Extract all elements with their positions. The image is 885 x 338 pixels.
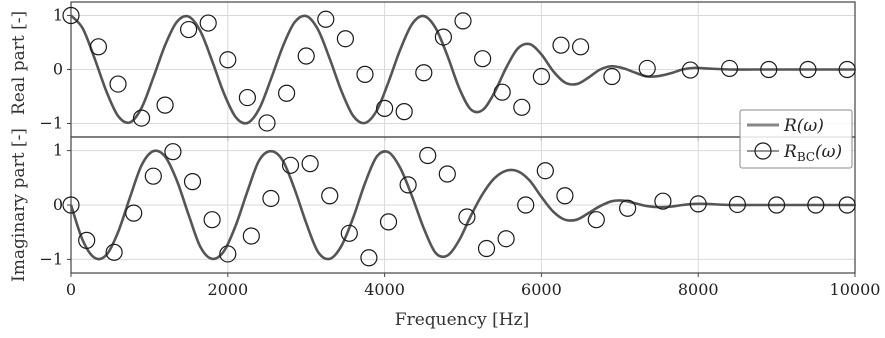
real-ytick-label-0: 1 xyxy=(53,6,63,25)
imag-marker-point xyxy=(219,245,237,263)
imag-marker-point xyxy=(242,227,260,245)
imag-marker-point xyxy=(477,239,496,258)
imag-marker-point xyxy=(262,189,280,208)
real-ytick-label-1: 0 xyxy=(53,60,63,79)
imag-marker-point xyxy=(458,208,476,226)
real-marker-point xyxy=(89,38,108,56)
imag-marker-point xyxy=(321,187,339,205)
real-marker-point xyxy=(571,38,590,56)
real-marker-point xyxy=(238,88,256,107)
real-marker-point xyxy=(513,98,531,116)
imag-marker-point xyxy=(419,146,437,165)
legend-label-r: R(ω) xyxy=(783,116,824,136)
imag-series-line xyxy=(69,149,855,261)
xtick-label-4: 8000 xyxy=(678,280,719,299)
real-marker-point xyxy=(258,114,276,132)
imag-marker-point xyxy=(105,243,123,261)
imag-marker-point xyxy=(340,224,358,242)
real-marker-point xyxy=(180,20,198,39)
imag-marker-point xyxy=(438,165,456,183)
imaginary-part-panel: 10−10 2000 4000 6000 8000 10000 xyxy=(39,136,881,299)
imag-marker-point xyxy=(536,162,554,180)
real-marker-point xyxy=(317,10,335,28)
real-ytick-label-2: −1 xyxy=(39,114,63,133)
imag-marker-point xyxy=(517,196,535,214)
imag-marker-point xyxy=(556,187,574,205)
frequency-xlabel: Frequency [Hz] xyxy=(395,310,529,330)
legend-label-rbc: RBC(ω) xyxy=(783,142,842,164)
real-marker-point xyxy=(799,60,817,79)
imag-marker-point xyxy=(619,199,637,217)
real-part-panel: 1 0 −1 xyxy=(39,1,856,141)
imag-marker-point xyxy=(301,155,319,173)
legend-marker-swatch xyxy=(754,142,772,160)
real-marker-point xyxy=(603,67,621,86)
real-series-line xyxy=(70,14,855,125)
imag-marker-point xyxy=(689,195,707,213)
real-marker-point xyxy=(638,59,656,78)
imag-marker-point xyxy=(203,211,221,229)
real-marker-point xyxy=(552,36,570,54)
real-marker-point xyxy=(156,96,174,114)
imag-marker-point xyxy=(360,249,378,267)
imag-marker-point xyxy=(767,196,786,214)
real-marker-point xyxy=(720,59,739,78)
imag-marker-point xyxy=(399,176,417,194)
legend-rbc-sub: BC xyxy=(797,150,815,164)
imag-marker-point xyxy=(62,196,80,214)
real-marker-point xyxy=(356,65,374,83)
real-marker-point xyxy=(376,99,394,117)
real-marker-point xyxy=(681,61,699,79)
real-marker-point xyxy=(199,14,217,32)
real-marker-point xyxy=(838,60,856,79)
real-marker-point xyxy=(415,64,433,82)
xtick-label-2: 4000 xyxy=(364,280,405,299)
imag-marker-point xyxy=(728,195,747,214)
imag-ytick-label-1: 0 xyxy=(53,195,63,214)
real-marker-point xyxy=(532,67,551,86)
real-part-ylabel: Real part [-] xyxy=(9,11,29,115)
imag-marker-point xyxy=(379,213,398,231)
legend: R(ω) RBC(ω) xyxy=(739,109,853,169)
legend-rbc-tail: (ω) xyxy=(815,142,842,162)
real-marker-point xyxy=(336,30,354,48)
real-marker-point xyxy=(297,47,315,65)
xtick-label-3: 6000 xyxy=(521,280,562,299)
real-marker-point xyxy=(62,6,80,25)
imaginary-part-ylabel: Imaginary part [-] xyxy=(9,128,29,282)
imag-marker-point xyxy=(183,173,202,191)
real-marker-point xyxy=(454,12,472,30)
imag-marker-point xyxy=(587,211,605,229)
imag-marker-point xyxy=(281,156,300,174)
real-marker-point xyxy=(278,84,296,102)
xtick-label-5: 10000 xyxy=(830,280,881,299)
real-marker-point xyxy=(434,28,452,46)
real-marker-point xyxy=(493,83,511,101)
xtick-label-1: 2000 xyxy=(207,280,248,299)
imag-ytick-label-0: 1 xyxy=(53,141,63,160)
imag-marker-point xyxy=(654,192,672,210)
legend-rbc-main: R xyxy=(783,142,797,162)
xtick-label-0: 0 xyxy=(66,280,76,299)
real-marker-point xyxy=(760,60,778,79)
imag-marker-point xyxy=(164,143,182,161)
imag-marker-point xyxy=(807,196,825,214)
imag-marker-point xyxy=(125,204,143,222)
real-marker-point xyxy=(474,50,492,68)
imag-marker-point xyxy=(497,230,515,248)
imag-marker-point xyxy=(144,167,162,185)
imag-marker-point xyxy=(838,196,856,214)
imag-marker-point xyxy=(78,231,96,249)
real-marker-point xyxy=(219,51,237,69)
real-marker-point xyxy=(395,103,413,121)
real-marker-point xyxy=(109,75,127,93)
real-marker-point xyxy=(132,109,151,127)
imag-ytick-label-2: −1 xyxy=(39,249,63,268)
